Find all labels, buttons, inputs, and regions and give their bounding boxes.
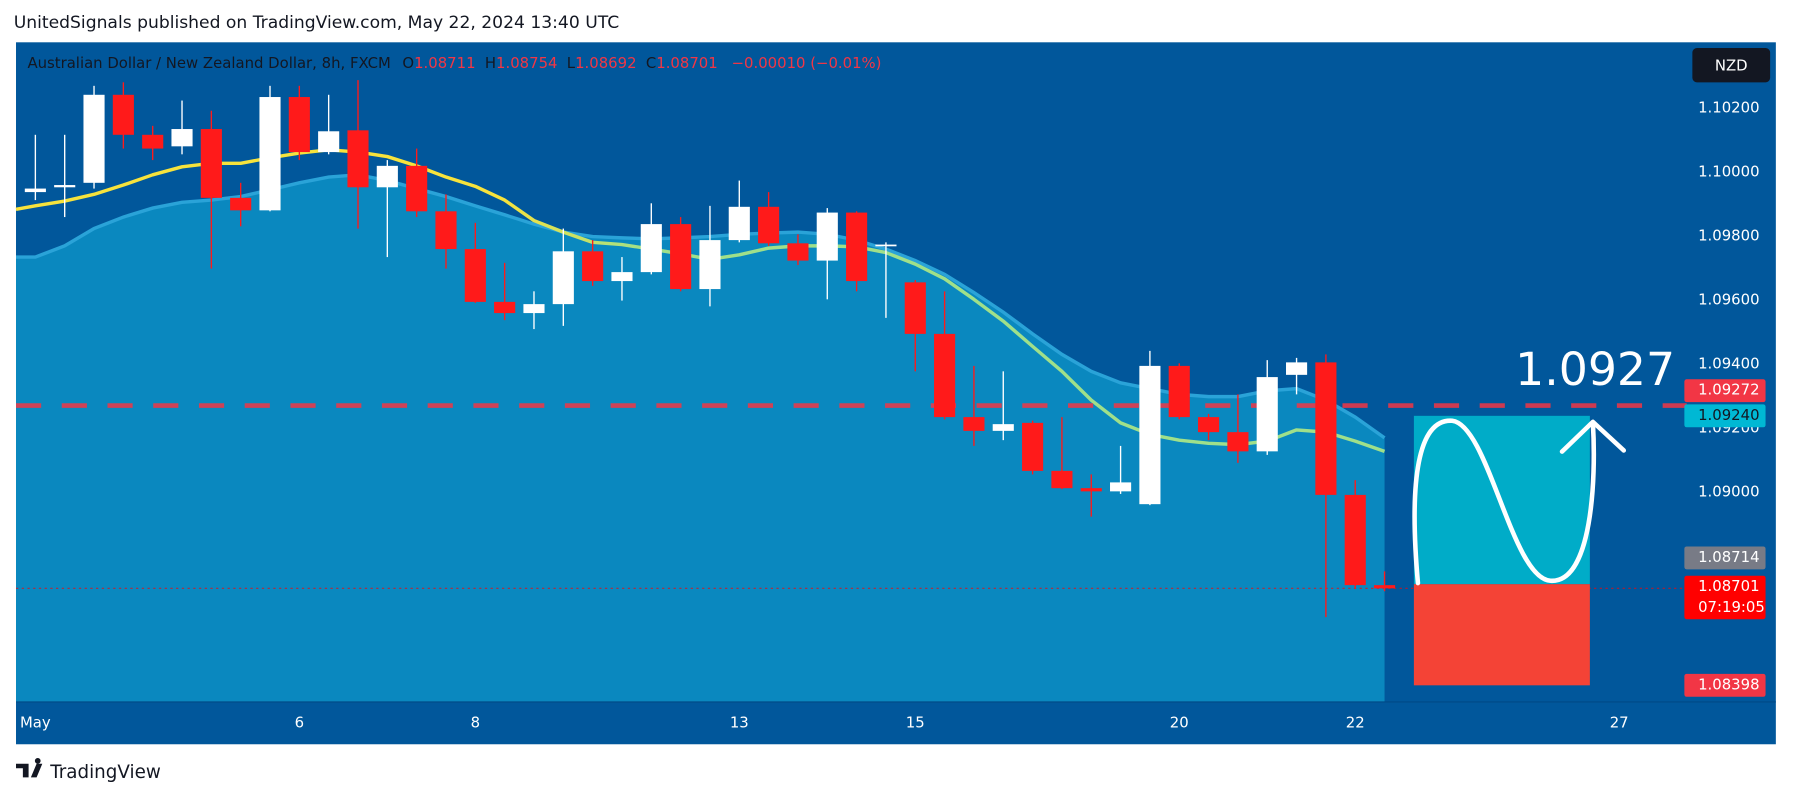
candle-body bbox=[1022, 422, 1044, 471]
legend-letter: L bbox=[567, 54, 576, 72]
candle-body bbox=[171, 129, 193, 147]
candle-body bbox=[347, 130, 369, 188]
candle-body bbox=[934, 333, 956, 418]
legend-value: 1.08692 bbox=[575, 54, 636, 72]
x-tick-label: 15 bbox=[906, 714, 925, 732]
candle-body bbox=[259, 97, 281, 211]
candle-body bbox=[846, 212, 868, 282]
candle-body bbox=[816, 212, 838, 261]
candle-body bbox=[1344, 494, 1366, 586]
legend-value: 1.08754 bbox=[496, 54, 557, 72]
candle-body bbox=[758, 206, 780, 244]
y-tick-label: 1.09800 bbox=[1698, 227, 1759, 245]
candle-body bbox=[54, 185, 76, 188]
legend-title: Australian Dollar / New Zealand Dollar, … bbox=[27, 54, 390, 72]
currency-button[interactable] bbox=[1692, 48, 1771, 83]
hand-drawn-arrow bbox=[1559, 419, 1627, 454]
price-label: 1.08398 bbox=[1698, 675, 1759, 693]
price-label: 1.09240 bbox=[1698, 406, 1759, 424]
legend-letter: H bbox=[485, 54, 496, 72]
logo-icon bbox=[16, 757, 43, 778]
legend-value: 1.08711 bbox=[414, 54, 475, 72]
candle-body bbox=[1256, 377, 1278, 452]
candle-body bbox=[1139, 365, 1161, 505]
x-tick-label: 22 bbox=[1346, 714, 1365, 732]
candle-body bbox=[875, 244, 897, 247]
candle-body bbox=[640, 224, 662, 273]
legend-change: −0.00010 (−0.01%) bbox=[732, 54, 882, 72]
candle-body bbox=[1286, 362, 1308, 375]
candle-body bbox=[552, 251, 574, 305]
candle-body bbox=[200, 129, 222, 198]
legend-letter: O bbox=[402, 54, 414, 72]
x-tick-label: May bbox=[20, 714, 51, 732]
candle-body bbox=[963, 417, 985, 431]
candle-body bbox=[1080, 488, 1102, 492]
candle-body bbox=[1227, 432, 1249, 452]
legend-value: 1.08701 bbox=[656, 54, 717, 72]
candle-body bbox=[670, 224, 692, 290]
currency-label: NZD bbox=[1715, 56, 1748, 74]
candle-body bbox=[611, 272, 633, 282]
candle-body bbox=[1315, 362, 1337, 495]
header: UnitedSignals published on TradingView.c… bbox=[14, 13, 619, 33]
candle-body bbox=[1051, 470, 1073, 489]
price-label: 1.09272 bbox=[1698, 381, 1759, 399]
candle-body bbox=[1110, 482, 1132, 492]
candle-body bbox=[24, 188, 46, 193]
candle-body bbox=[1198, 417, 1220, 433]
legend: Australian Dollar / New Zealand Dollar, … bbox=[27, 54, 881, 72]
price-label: 1.08714 bbox=[1698, 548, 1759, 566]
x-tick-label: 8 bbox=[471, 714, 480, 732]
y-tick-label: 1.09600 bbox=[1698, 291, 1759, 309]
candle-body bbox=[904, 282, 926, 334]
candle-body bbox=[992, 424, 1014, 431]
ma-area bbox=[16, 174, 1385, 702]
candle-body bbox=[699, 240, 721, 290]
candle-body bbox=[142, 134, 164, 149]
candle-body bbox=[112, 94, 134, 135]
candle-body bbox=[523, 304, 545, 314]
candle-body bbox=[1168, 365, 1190, 418]
countdown-label: 07:19:05 bbox=[1698, 598, 1765, 616]
price-label-box bbox=[1684, 379, 1766, 403]
candle-body bbox=[464, 249, 486, 302]
candle-body bbox=[288, 97, 310, 153]
candle-body bbox=[787, 243, 809, 261]
x-tick-label: 6 bbox=[295, 714, 304, 732]
candle-body bbox=[728, 206, 750, 241]
y-tick-label: 1.10200 bbox=[1698, 99, 1759, 117]
price-label-box bbox=[1684, 404, 1766, 428]
hand-drawn-curve bbox=[1412, 418, 1597, 586]
price-label-box bbox=[1684, 546, 1766, 570]
candle-body bbox=[376, 165, 398, 188]
candle-body bbox=[318, 131, 340, 153]
price-label: 1.08701 bbox=[1698, 577, 1759, 595]
annotation: 1.0927 bbox=[1515, 343, 1675, 396]
y-tick-label: 1.09000 bbox=[1698, 483, 1759, 501]
x-tick-label: 20 bbox=[1170, 714, 1189, 732]
footer: TradingView bbox=[49, 762, 161, 783]
candle-body bbox=[230, 197, 252, 211]
position-stop bbox=[1413, 584, 1590, 686]
x-tick-label: 13 bbox=[730, 714, 749, 732]
candle-body bbox=[435, 211, 457, 250]
price-label-box bbox=[1684, 673, 1766, 697]
candle-body bbox=[83, 94, 105, 183]
y-tick-label: 1.10000 bbox=[1698, 163, 1759, 181]
x-tick-label: 27 bbox=[1610, 714, 1629, 732]
legend-letter: C bbox=[646, 54, 656, 72]
logo: TradingView bbox=[16, 757, 161, 783]
price-label-box bbox=[1684, 575, 1766, 620]
candle-body bbox=[494, 301, 516, 314]
candle-body bbox=[1373, 585, 1396, 589]
y-tick-label: 1.09400 bbox=[1698, 355, 1759, 373]
candle-body bbox=[582, 251, 604, 282]
candle-body bbox=[406, 165, 428, 212]
